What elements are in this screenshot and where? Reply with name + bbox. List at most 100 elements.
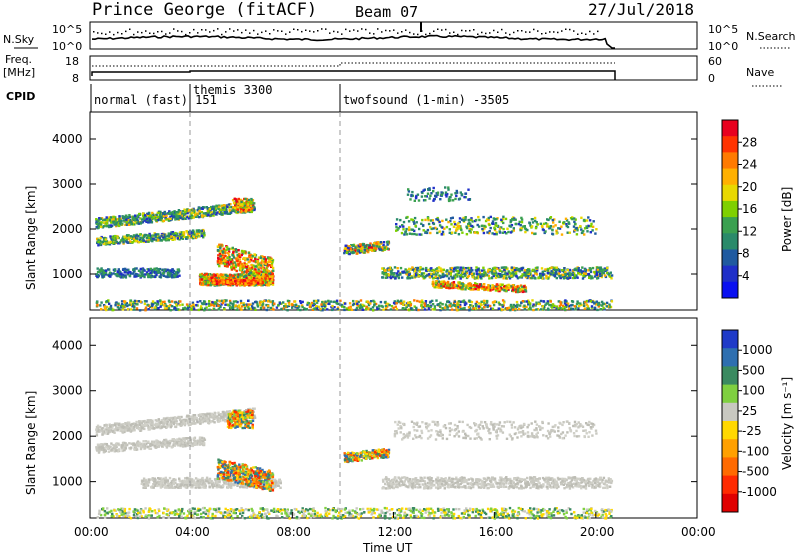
nsearch-dot — [449, 32, 451, 34]
scatter-cell — [271, 279, 273, 281]
scatter-cell — [535, 302, 537, 304]
scatter-cell — [463, 196, 465, 198]
scatter-cell — [123, 219, 125, 221]
scatter-cell — [128, 224, 130, 226]
scatter-cell — [249, 267, 251, 269]
scatter-cell — [118, 225, 120, 227]
scatter-cell — [598, 271, 600, 273]
scatter-cell — [130, 235, 132, 237]
scatter-cell — [254, 268, 256, 270]
scatter-cell — [395, 226, 397, 228]
scatter-cell — [545, 277, 547, 279]
scatter-cell — [469, 304, 471, 306]
scatter-cell — [132, 241, 134, 243]
scatter-cell — [343, 252, 345, 254]
nsearch-dot — [325, 28, 327, 30]
scatter-cell — [349, 302, 351, 304]
scatter-cell — [172, 211, 174, 213]
scatter-cell — [141, 218, 143, 220]
scatter-cell — [254, 265, 256, 267]
scatter-cell — [369, 249, 371, 251]
scatter-cell — [153, 238, 155, 240]
cpid-mode-3: twofsound (1-min) -3505 — [343, 93, 509, 107]
scatter-cell — [595, 228, 597, 230]
scatter-cell — [580, 269, 582, 271]
scatter-cell — [510, 275, 512, 277]
scatter-cell — [398, 277, 400, 279]
scatter-cell — [221, 279, 223, 281]
scatter-cell — [253, 277, 255, 279]
scatter-cell — [550, 270, 552, 272]
scatter-cell — [587, 216, 589, 218]
scatter-cell — [114, 235, 116, 237]
scatter-cell — [120, 273, 122, 275]
scatter-cell — [169, 212, 171, 214]
scatter-cell — [168, 239, 170, 241]
scatter-cell — [464, 193, 466, 195]
scatter-cell — [250, 202, 252, 204]
scatter-cell — [240, 263, 242, 265]
scatter-cell — [266, 269, 268, 271]
scatter-cell — [390, 277, 392, 279]
scatter-cell — [522, 225, 524, 227]
scatter-cell — [272, 270, 274, 272]
scatter-cell — [171, 274, 173, 276]
nsearch-dot — [101, 33, 103, 35]
scatter-cell — [491, 284, 493, 286]
scatter-cell — [165, 275, 167, 277]
scatter-cell — [205, 283, 207, 285]
scatter-cell — [493, 233, 495, 235]
scatter-cell — [569, 274, 571, 276]
nsearch-dot — [577, 34, 579, 36]
scatter-cell — [451, 267, 453, 269]
scatter-cell — [109, 219, 111, 221]
scatter-cell — [220, 209, 222, 211]
scatter-cell — [433, 187, 435, 189]
scatter-cell — [178, 209, 180, 211]
scatter-cell — [507, 231, 509, 233]
scatter-cell — [264, 260, 266, 262]
scatter-cell — [427, 269, 429, 271]
scatter-cell — [359, 243, 361, 245]
scatter-cell — [591, 305, 593, 307]
scatter-cell — [582, 230, 584, 232]
nsearch-dot — [281, 31, 283, 33]
date-title: 27/Jul/2018 — [588, 0, 694, 19]
scatter-cell — [257, 282, 259, 284]
nsearch-dot — [405, 29, 407, 31]
scatter-cell — [452, 287, 454, 289]
scatter-cell — [576, 229, 578, 231]
scatter-cell — [151, 212, 153, 214]
scatter-cell — [555, 271, 557, 273]
scatter-cell — [343, 306, 345, 308]
scatter-cell — [153, 216, 155, 218]
scatter-cell — [480, 303, 482, 305]
scatter-cell — [229, 274, 231, 276]
scatter-cell — [207, 284, 209, 286]
scatter-cell — [262, 307, 264, 309]
scatter-cell — [276, 306, 278, 308]
scatter-cell — [317, 299, 319, 301]
scatter-cell — [506, 273, 508, 275]
scatter-cell — [96, 226, 98, 228]
nsearch-dot — [109, 31, 111, 33]
scatter-cell — [450, 223, 452, 225]
scatter-cell — [193, 308, 195, 310]
scatter-cell — [471, 269, 473, 271]
scatter-cell — [573, 225, 575, 227]
scatter-cell — [467, 189, 469, 191]
scatter-cell — [210, 214, 212, 216]
scatter-cell — [596, 274, 598, 276]
scatter-cell — [532, 269, 534, 271]
scatter-cell — [163, 269, 165, 271]
scatter-cell — [237, 208, 239, 210]
scatter-cell — [424, 308, 426, 310]
scatter-cell — [494, 218, 496, 220]
scatter-cell — [128, 214, 130, 216]
scatter-cell — [524, 231, 526, 233]
scatter-cell — [199, 212, 201, 214]
scatter-cell — [173, 216, 175, 218]
nsearch-dot — [233, 30, 235, 32]
scatter-cell — [589, 219, 591, 221]
scatter-cell — [581, 266, 583, 268]
